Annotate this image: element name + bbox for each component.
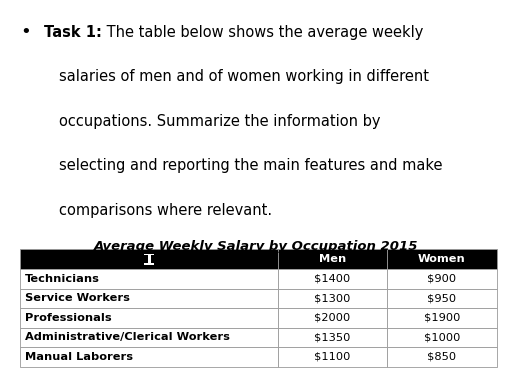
Text: $900: $900 [428,274,456,284]
Bar [387,269,497,288]
Text: Average Weekly Salary by Occupation 2015: Average Weekly Salary by Occupation 2015 [94,240,418,253]
Bar [20,269,278,288]
Bar [144,254,154,255]
Text: The table below shows the average weekly: The table below shows the average weekly [102,25,424,40]
Text: $2000: $2000 [314,313,351,323]
Bar [20,249,278,269]
Text: $1900: $1900 [424,313,460,323]
Bar [278,288,387,308]
Bar [387,347,497,367]
Bar [387,249,497,269]
Bar [278,269,387,288]
Bar [278,308,387,328]
Text: occupations. Summarize the information by: occupations. Summarize the information b… [59,114,380,129]
Text: $950: $950 [428,293,456,303]
Bar [387,328,497,347]
Text: Professionals: Professionals [25,313,111,323]
Text: Task 1:: Task 1: [44,25,101,40]
Bar [278,328,387,347]
Bar [147,254,151,265]
Text: Administrative/Clerical Workers: Administrative/Clerical Workers [25,332,229,342]
Bar [20,328,278,347]
Text: salaries of men and of women working in different: salaries of men and of women working in … [59,69,429,84]
Bar [278,249,387,269]
Text: $1000: $1000 [424,332,460,342]
Text: Technicians: Technicians [25,274,99,284]
Text: Women: Women [418,254,466,264]
Text: Men: Men [319,254,346,264]
Bar [20,347,278,367]
Bar [278,347,387,367]
Bar [144,263,154,265]
Text: $1100: $1100 [314,352,351,362]
Bar [387,308,497,328]
Bar [387,288,497,308]
Bar [20,308,278,328]
Bar [20,288,278,308]
Text: $1400: $1400 [314,274,351,284]
Text: selecting and reporting the main features and make: selecting and reporting the main feature… [59,158,442,174]
Text: $850: $850 [428,352,456,362]
Text: $1350: $1350 [314,332,351,342]
Text: comparisons where relevant.: comparisons where relevant. [59,203,272,218]
Text: $1300: $1300 [314,293,351,303]
Text: Manual Laborers: Manual Laborers [25,352,133,362]
Text: Service Workers: Service Workers [25,293,130,303]
Text: •: • [20,23,31,41]
